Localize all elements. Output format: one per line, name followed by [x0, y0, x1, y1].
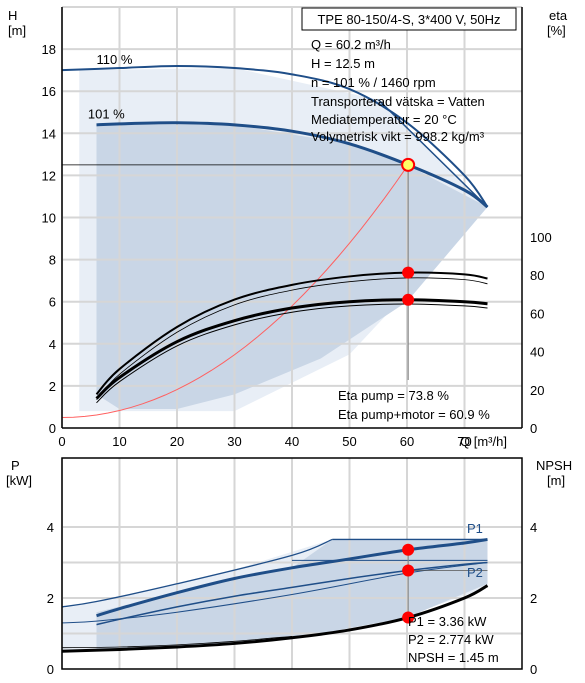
eta-tick-label: 20 [530, 383, 544, 398]
eta-tick-label: 40 [530, 345, 544, 360]
power-point [402, 564, 415, 577]
y-tick-label: 0 [49, 421, 56, 436]
info-line: Volymetrisk vikt = 998.2 kg/m³ [311, 129, 485, 144]
eta-tick-label: 0 [530, 421, 537, 436]
y-left-label-line1: H [8, 8, 17, 23]
eta-tick-label: 100 [530, 230, 552, 245]
info-line: Transporterad vätska = Vatten [311, 94, 485, 109]
y-left-label-line2: [m] [8, 23, 26, 38]
y-tick-label: 10 [42, 211, 56, 226]
p1-curve [96, 537, 488, 618]
eta-pump-motor-text: Eta pump+motor = 60.9 % [338, 407, 490, 422]
x-tick-label: 0 [58, 434, 65, 449]
y-right-label-line1: eta [549, 8, 568, 23]
system-curve [61, 166, 408, 418]
head-curve-101 [96, 121, 489, 209]
y-tick-label: 16 [42, 84, 56, 99]
x-tick-label: 20 [170, 434, 184, 449]
x-axis-label: Q [m³/h] [460, 434, 507, 449]
efficiency-point [402, 266, 415, 279]
p-axis-label-line2: [kW] [6, 473, 32, 488]
npsh-axis-label-line1: NPSH [536, 458, 572, 473]
duty-point [401, 157, 416, 172]
p1-value-text: P1 = 3.36 kW [408, 614, 487, 629]
p-tick-label: 4 [47, 520, 54, 535]
operating-info: Q = 60.2 m³/h H = 12.5 m n = 101 % / 146… [311, 37, 485, 144]
p2-curve [96, 561, 488, 626]
info-line: Mediatemperatur = 20 °C [311, 112, 457, 127]
series-label-101: 101 % [88, 107, 125, 122]
series-label-p1: P1 [467, 521, 483, 536]
p2-lower-curve [61, 562, 488, 624]
max-curve-edge [377, 99, 489, 208]
eta-tick-label: 80 [530, 268, 544, 283]
title-box [301, 7, 517, 31]
eta-pump-text: Eta pump = 73.8 % [338, 388, 449, 403]
p1-max-curve [61, 538, 333, 608]
eta-pump-curve-variant [96, 277, 488, 400]
y-tick-label: 6 [49, 295, 56, 310]
power-npsh-panel: P1 P2 0 2 4 0 2 4 [47, 457, 537, 677]
y-tick-label: 8 [49, 253, 56, 268]
p-axis-label-line1: P [11, 458, 20, 473]
x-tick-label: 50 [342, 434, 356, 449]
eta-tick-label: 60 [530, 306, 544, 321]
eta-total-curve-variant [96, 303, 488, 404]
x-tick-label: 10 [112, 434, 126, 449]
head-curve-110 [61, 64, 489, 208]
efficiency-point [402, 293, 415, 306]
y-tick-label: 2 [49, 379, 56, 394]
series-label-p2: P2 [467, 565, 483, 580]
x-tick-label: 70 [457, 434, 471, 449]
npsh-tick-label: 0 [530, 662, 537, 677]
info-line: n = 101 % / 1460 rpm [311, 75, 436, 90]
y-tick-label: 14 [42, 126, 56, 141]
power-point [402, 543, 415, 556]
power-point [402, 611, 415, 624]
eta-total-curve [95, 298, 488, 400]
p-tick-label: 0 [47, 662, 54, 677]
x-tick-label: 30 [227, 434, 241, 449]
x-tick-label: 60 [400, 434, 414, 449]
y-tick-label: 12 [42, 168, 56, 183]
x-tick-label: 40 [285, 434, 299, 449]
y-tick-label: 18 [42, 42, 56, 57]
y-tick-label: 4 [49, 337, 56, 352]
info-line: H = 12.5 m [311, 56, 375, 71]
npsh-axis-label-line2: [m] [547, 473, 565, 488]
p2-value-text: P2 = 2.774 kW [408, 632, 494, 647]
chart-title: TPE 80-150/4-S, 3*400 V, 50Hz [317, 12, 500, 27]
info-line: Q = 60.2 m³/h [311, 37, 391, 52]
npsh-curve [61, 584, 489, 653]
npsh-value-text: NPSH = 1.45 m [408, 650, 499, 665]
npsh-curve-variant [61, 635, 293, 649]
head-efficiency-panel: 110 % 101 % 0 2 4 6 8 10 12 14 16 18 0 20 40 60 80 100 0 10… [42, 6, 552, 449]
p-tick-label: 2 [47, 591, 54, 606]
npsh-tick-label: 2 [530, 591, 537, 606]
eta-pump-curve [95, 271, 488, 395]
y-right-label-line2: [%] [547, 23, 566, 38]
series-label-110: 110 % [97, 52, 133, 67]
npsh-tick-label: 4 [530, 520, 537, 535]
plot-frame [61, 457, 523, 670]
